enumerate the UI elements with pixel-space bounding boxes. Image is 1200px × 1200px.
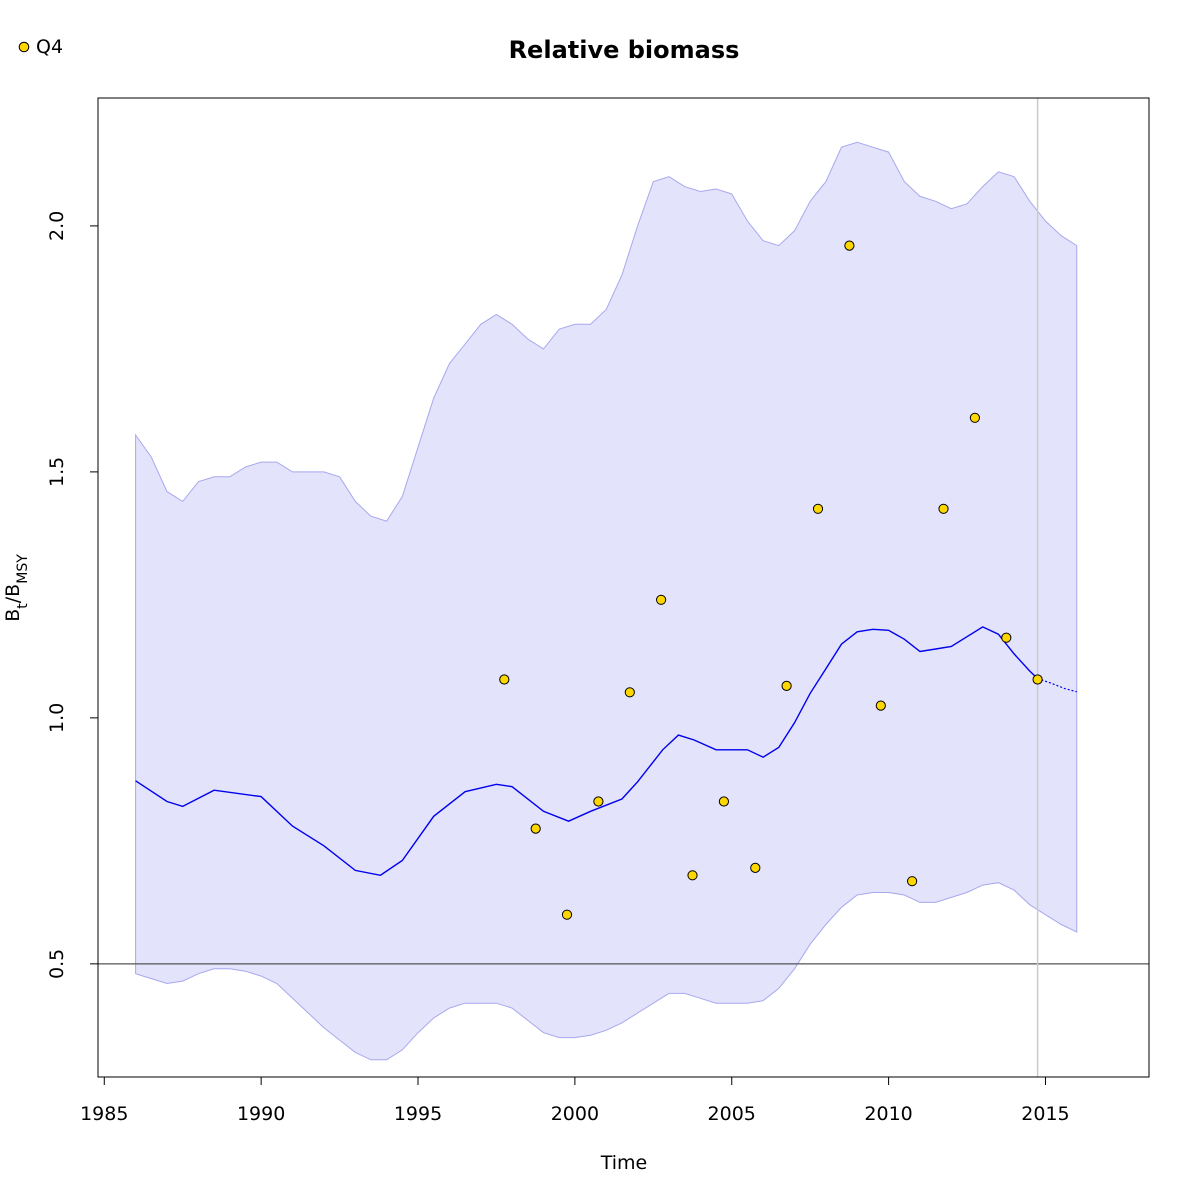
data-point [499,674,510,685]
x-tick-label: 2010 [864,1103,912,1125]
data-point [530,823,541,834]
y-tick-label: 1.5 [46,457,68,487]
y-axis-title: Bt/BMSY [2,554,31,622]
data-point [750,862,761,874]
data-point [938,503,949,514]
data-point [593,796,604,807]
data-point [907,876,918,887]
y-tick-label: 0.5 [46,949,68,979]
data-points [499,240,1043,920]
x-tick-label: 2015 [1021,1103,1069,1125]
data-point [781,680,792,692]
legend-marker [18,41,30,53]
legend-label: Q4 [36,36,63,58]
data-point [1032,674,1043,685]
projection-line [1037,677,1077,693]
data-point [969,412,981,423]
x-tick-label: 1990 [237,1103,285,1125]
x-tick-label: 1995 [394,1103,442,1125]
x-axis: 1985 1990 1995 2000 2005 2010 2015 [80,1076,1070,1125]
y-tick-label: 1.0 [46,703,68,733]
plot-area [98,98,1149,1077]
data-point [561,909,573,920]
legend: Q4 [18,36,63,58]
x-axis-title: Time [600,1152,648,1174]
confidence-band [135,141,1078,1061]
data-point [687,870,698,881]
estimate-line [135,626,1039,877]
data-point [624,687,635,698]
x-tick-label: 1985 [80,1103,128,1125]
data-point [844,240,855,251]
data-point [875,700,886,711]
x-tick-label: 2000 [551,1103,599,1125]
data-point [656,594,667,605]
y-tick-label: 2.0 [46,211,68,241]
chart-title: Relative biomass [509,36,740,64]
y-axis: 0.5 1.0 1.5 2.0 [46,211,99,979]
data-point [1001,632,1012,643]
data-point [718,796,730,807]
data-point [812,503,824,514]
x-tick-label: 2005 [708,1103,756,1125]
